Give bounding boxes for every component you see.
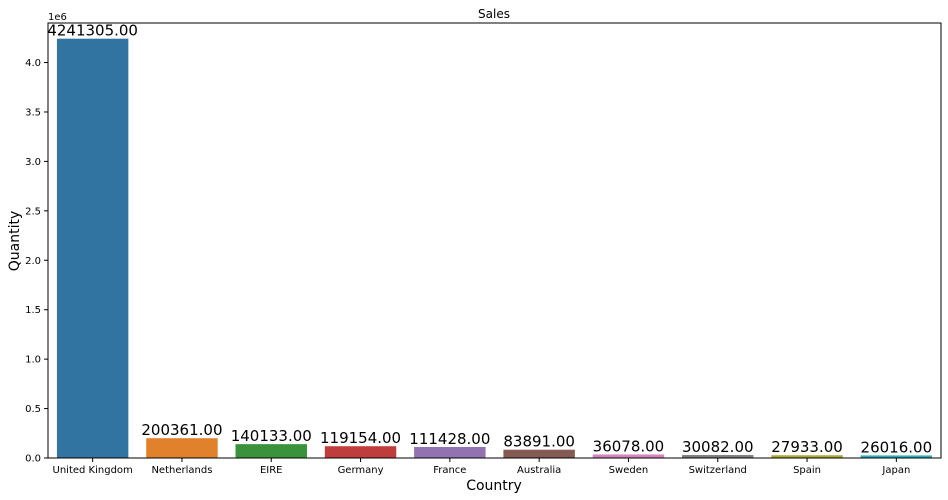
data-label: 119154.00 <box>320 429 401 447</box>
bar-australia <box>503 449 575 458</box>
x-tick-label: United Kingdom <box>53 465 133 476</box>
x-tick-label: Netherlands <box>151 465 212 476</box>
x-tick-label: Spain <box>793 465 821 476</box>
y-tick-label: 0.0 <box>25 454 41 465</box>
x-tick-label: Sweden <box>609 465 649 476</box>
y-tick-label: 4.0 <box>25 58 41 69</box>
data-label: 4241305.00 <box>47 22 138 40</box>
bar-eire <box>235 444 307 458</box>
data-label: 27933.00 <box>771 438 843 456</box>
data-labels-group: 4241305.00 200361.00 140133.00 119154.00 111… <box>47 22 932 457</box>
bar-spain <box>771 455 843 458</box>
y-tick-label: 3.0 <box>25 157 41 168</box>
bar-united-kingdom <box>56 38 129 459</box>
data-label: 26016.00 <box>861 438 933 456</box>
bar-sweden <box>592 454 665 458</box>
bar-france <box>414 446 486 458</box>
x-axis-title: Country <box>466 478 522 494</box>
y-tick-label: 0.5 <box>25 404 41 415</box>
bars-group <box>56 38 933 459</box>
x-tick-label: France <box>433 465 466 476</box>
x-tick-label: Switzerland <box>689 465 747 476</box>
x-axis: United Kingdom Netherlands EIRE Germany Fran… <box>53 458 910 476</box>
y-axis-title: Quantity <box>7 211 23 272</box>
data-label: 140133.00 <box>231 427 312 445</box>
y-tick-label: 2.0 <box>25 256 41 267</box>
data-label: 30082.00 <box>682 438 754 456</box>
data-label: 111428.00 <box>409 430 490 448</box>
bar-switzerland <box>682 455 754 458</box>
bar-netherlands <box>146 438 218 458</box>
y-tick-label: 3.5 <box>25 107 41 118</box>
y-axis-offset-label: 1e6 <box>48 12 67 23</box>
y-tick-label: 1.5 <box>25 305 41 316</box>
x-tick-label: Germany <box>338 465 384 476</box>
chart-title: Sales <box>478 7 510 21</box>
data-label: 36078.00 <box>593 437 665 455</box>
y-tick-label: 1.0 <box>25 355 41 366</box>
data-label: 200361.00 <box>141 421 222 439</box>
plot-frame <box>47 22 942 459</box>
bar-japan <box>860 455 933 458</box>
data-label: 83891.00 <box>503 433 575 451</box>
y-tick-label: 2.5 <box>25 206 41 217</box>
x-tick-label: Japan <box>881 465 910 476</box>
x-tick-label: Australia <box>517 465 561 476</box>
y-axis: 0.0 0.5 1.0 1.5 2.0 2.5 3.0 3.5 4.0 <box>25 58 48 465</box>
bar-germany <box>324 446 397 458</box>
x-tick-label: EIRE <box>260 465 283 476</box>
